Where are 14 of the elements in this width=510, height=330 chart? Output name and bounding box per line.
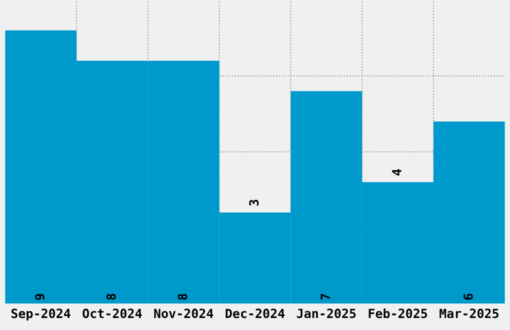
x-tick-label: Sep-2024	[11, 308, 70, 321]
x-tick-label: Nov-2024	[154, 308, 214, 318]
data-label: 9	[35, 294, 44, 300]
data-label: 4	[392, 169, 402, 176]
x-tick-label: Jan-2025	[296, 308, 356, 318]
data-label: 6	[463, 294, 473, 300]
data-label: 8	[178, 294, 188, 300]
data-label: 7	[320, 294, 330, 300]
x-tick-label: Mar-2025	[440, 308, 498, 318]
data-label: 3	[249, 200, 259, 206]
x-tick-label: Dec-2024	[226, 308, 285, 318]
data-label: 8	[106, 294, 116, 300]
x-tick-label: Oct-2024	[82, 308, 142, 318]
x-tick-label: Feb-2025	[368, 308, 428, 318]
